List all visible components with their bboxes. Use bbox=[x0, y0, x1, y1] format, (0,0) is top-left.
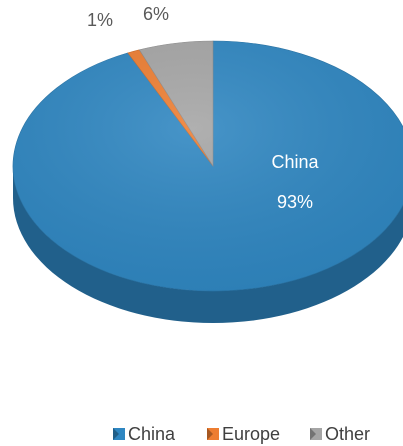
data-label-other-value: 6% bbox=[143, 4, 169, 24]
data-label-china-category: China bbox=[271, 152, 319, 172]
data-label-europe-value: 1% bbox=[87, 10, 113, 30]
pie-labels: China 93% 1% 6% bbox=[87, 4, 320, 212]
legend-swatch-shade-europe bbox=[207, 428, 213, 440]
pie-slices bbox=[12, 40, 403, 292]
legend-swatch-shade-china bbox=[113, 428, 119, 440]
legend-label-europe: Europe bbox=[222, 424, 280, 444]
legend-label-china: China bbox=[128, 424, 176, 444]
legend-label-other: Other bbox=[325, 424, 370, 444]
legend-swatch-shade-other bbox=[310, 428, 316, 440]
chart-legend: China Europe Other bbox=[113, 424, 370, 444]
data-label-china-value: 93% bbox=[277, 192, 313, 212]
